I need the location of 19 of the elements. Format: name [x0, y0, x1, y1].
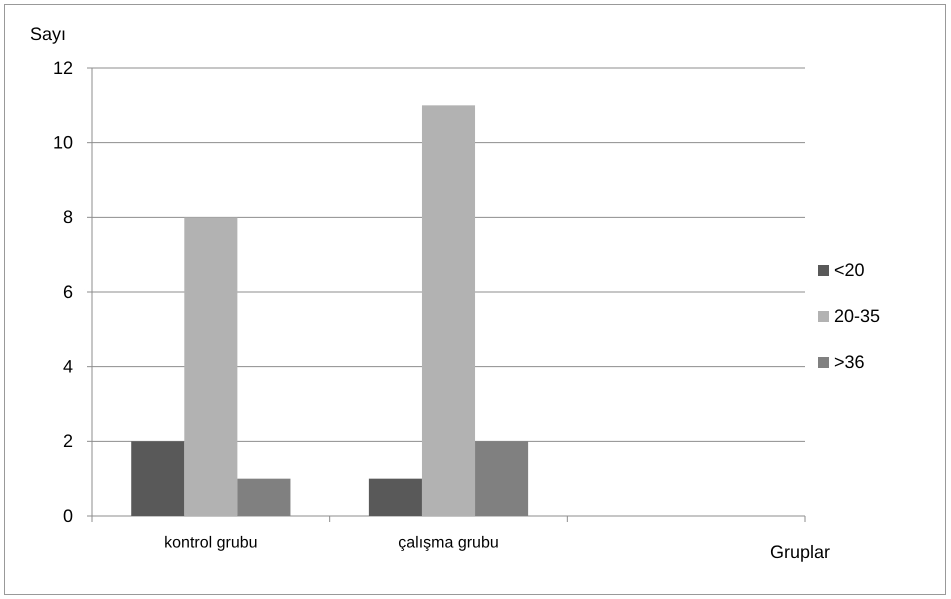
x-axis-title: Gruplar [770, 542, 830, 562]
legend-label: >36 [834, 352, 865, 372]
bar [422, 105, 476, 516]
y-tick-label: 4 [62, 356, 73, 376]
x-tick-label: kontrol grubu [164, 534, 258, 552]
y-tick-label: 2 [62, 431, 73, 452]
x-tick-label: çalışma grubu [398, 534, 499, 552]
y-axis-title: Sayı [30, 24, 66, 44]
y-tick-label: 0 [62, 506, 73, 526]
y-tick-label: 8 [62, 207, 73, 228]
y-tick-label: 10 [52, 132, 73, 152]
bar [368, 478, 422, 516]
bar [131, 441, 184, 516]
legend-label: 20-35 [834, 306, 880, 326]
y-tick-label: 12 [52, 58, 73, 78]
bar [237, 478, 290, 516]
y-tick-label: 6 [62, 282, 73, 302]
legend-label: <20 [834, 260, 865, 280]
bar [184, 217, 238, 516]
